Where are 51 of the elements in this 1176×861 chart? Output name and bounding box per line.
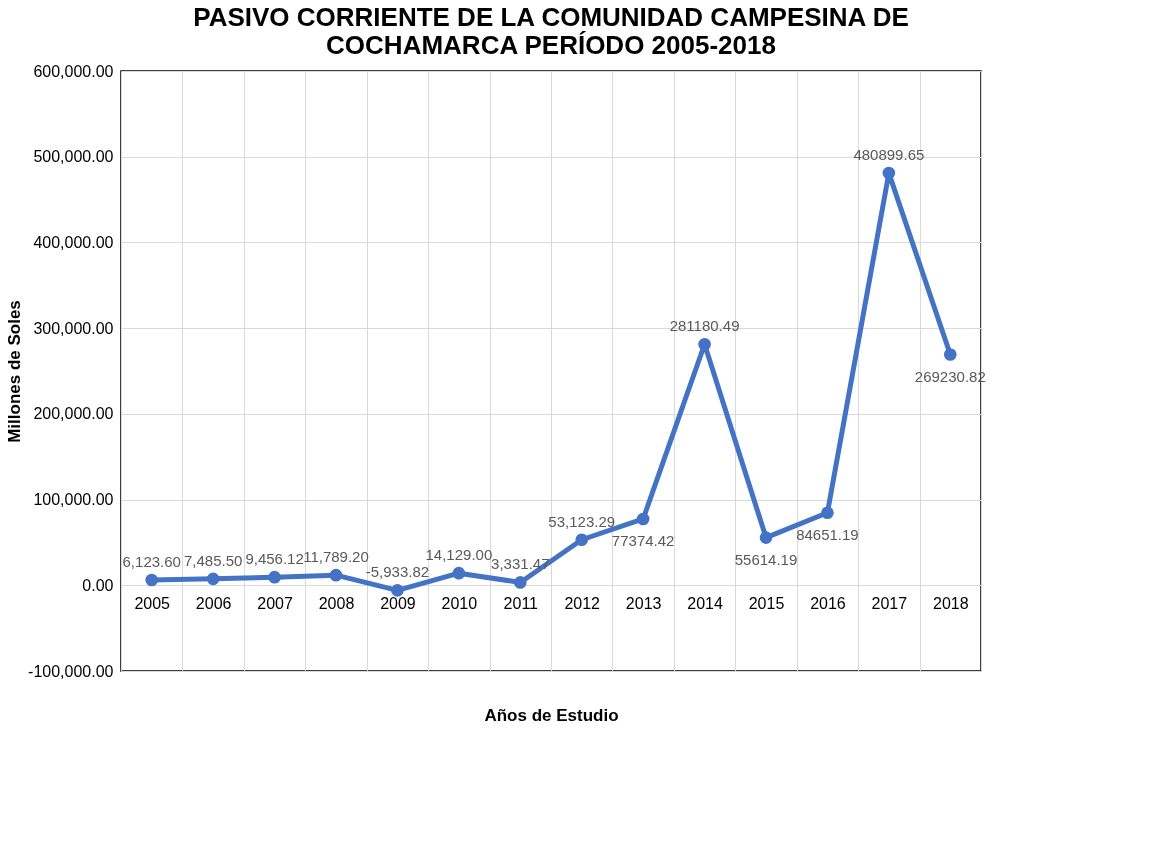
point <box>698 337 711 351</box>
data-label: 480899.65 <box>853 146 925 164</box>
data-label: 9,456.12 <box>245 550 304 568</box>
point <box>268 570 281 584</box>
x-tick-label: 2009 <box>380 594 416 612</box>
x-tick-label: 2010 <box>441 594 478 612</box>
x-tick-label: 2016 <box>810 594 846 612</box>
y-tick-label: 400,000.00 <box>33 233 114 251</box>
x-tick-label: 2005 <box>134 594 171 612</box>
point <box>759 531 773 544</box>
chart-title: PASIVO CORRIENTE DE LA COMUNIDAD CAMPESINA DE COCHAMARCA PERÍODO 2005-2018 <box>193 2 909 60</box>
point <box>145 573 159 587</box>
y-tick-label: 300,000.00 <box>33 319 114 337</box>
data-label: 11,789.20 <box>303 548 369 566</box>
y-tick-label: 500,000.00 <box>33 148 114 166</box>
y-tick-label: 0.00 <box>82 576 114 594</box>
y-tick-label: 100,000.00 <box>33 491 114 509</box>
data-label: 7,485.50 <box>183 551 243 569</box>
data-label: -5,933.82 <box>365 563 430 581</box>
data-label: 77374.42 <box>611 531 675 549</box>
point <box>636 512 650 526</box>
x-tick-label: 2013 <box>625 594 662 612</box>
data-label: 14,129.00 <box>425 546 493 564</box>
data-label: 53,123.29 <box>548 512 616 530</box>
y-tick-label: -100,000.00 <box>28 662 114 680</box>
y-axis-title: Millones de Soles <box>5 300 25 443</box>
x-tick-label: 2007 <box>257 594 293 612</box>
data-label: 55614.19 <box>734 550 798 568</box>
x-tick-label: 2017 <box>871 594 908 612</box>
point <box>513 576 527 589</box>
point <box>452 566 466 580</box>
x-tick-label: 2014 <box>687 594 723 612</box>
point <box>391 584 404 597</box>
point <box>575 533 589 547</box>
x-tick-label: 2012 <box>564 594 601 612</box>
point <box>329 568 343 582</box>
x-tick-label: 2006 <box>195 594 232 612</box>
point <box>943 348 957 361</box>
x-axis-title: Años de Estudio <box>484 705 619 725</box>
x-tick-label: 2008 <box>318 594 355 612</box>
data-label: 84651.19 <box>796 525 859 543</box>
point <box>206 572 220 586</box>
y-tick-label: 200,000.00 <box>33 405 114 423</box>
data-label: 6,123.60 <box>122 553 181 571</box>
data-label: 281180.49 <box>669 317 740 335</box>
y-tick-label: 600,000.00 <box>33 62 114 80</box>
point <box>821 506 834 520</box>
point <box>882 166 896 180</box>
x-tick-label: 2015 <box>748 594 785 612</box>
x-tick-label: 2018 <box>932 594 969 612</box>
x-tick-label: 2011 <box>503 594 539 612</box>
